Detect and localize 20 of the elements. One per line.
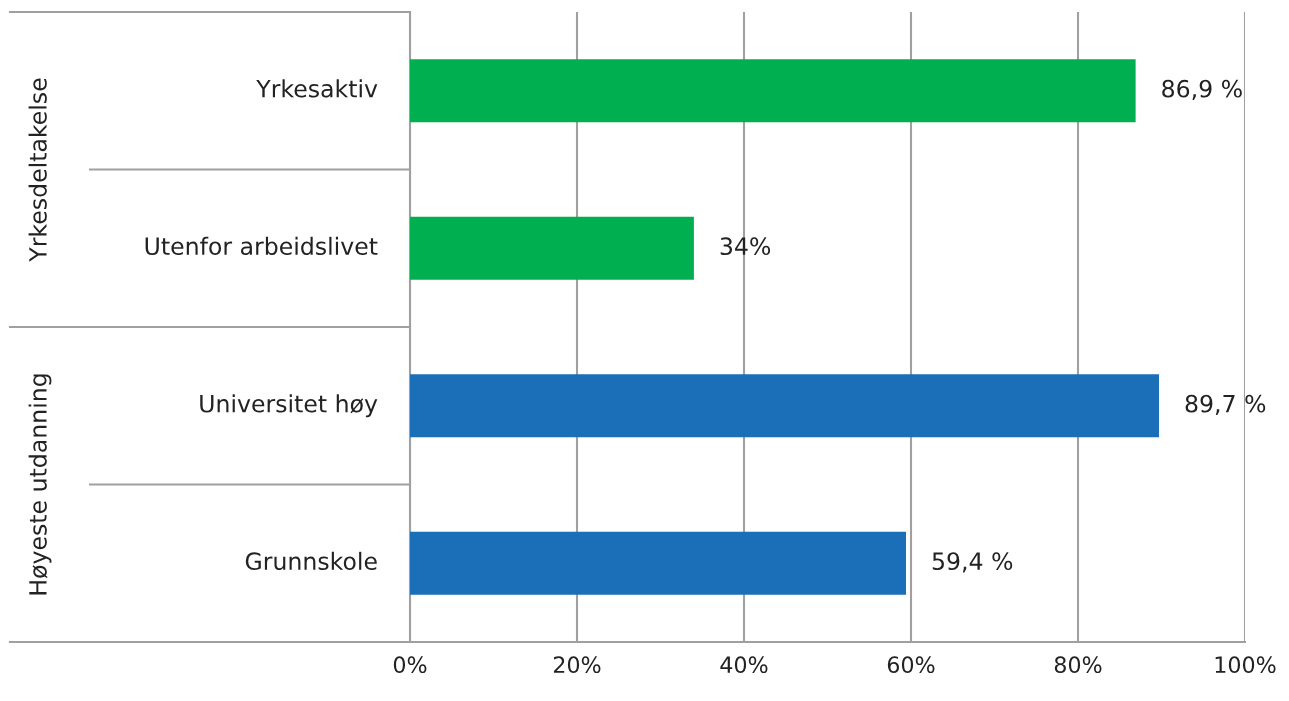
bar <box>410 374 1159 438</box>
x-tick-label: 100% <box>1215 656 1276 674</box>
y-tick-label: Grunnskole <box>245 551 377 571</box>
y-tick-label: Utenfor arbeidslivet <box>145 236 378 256</box>
y-tick-label: Yrkesaktiv <box>256 79 378 98</box>
y-tick-label: Universitet høy <box>200 394 378 418</box>
text: Høyeste utdanning <box>28 374 52 595</box>
data-label: 86,9 % <box>1162 79 1242 101</box>
x-tick-label: 20% <box>553 656 601 674</box>
bar <box>410 531 906 595</box>
x-tick-label: 0% <box>393 656 427 674</box>
bar <box>410 216 694 280</box>
text: Yrkesdeltakelse <box>28 78 47 262</box>
data-label: 34% <box>720 237 771 256</box>
x-tick-label: 60% <box>887 656 935 674</box>
data-label: 89,7 % <box>1185 394 1266 416</box>
bar <box>410 59 1136 123</box>
x-tick-label: 40% <box>720 656 768 674</box>
x-tick-label: 80% <box>1054 656 1102 674</box>
data-label: 59,4 % <box>932 552 1013 573</box>
